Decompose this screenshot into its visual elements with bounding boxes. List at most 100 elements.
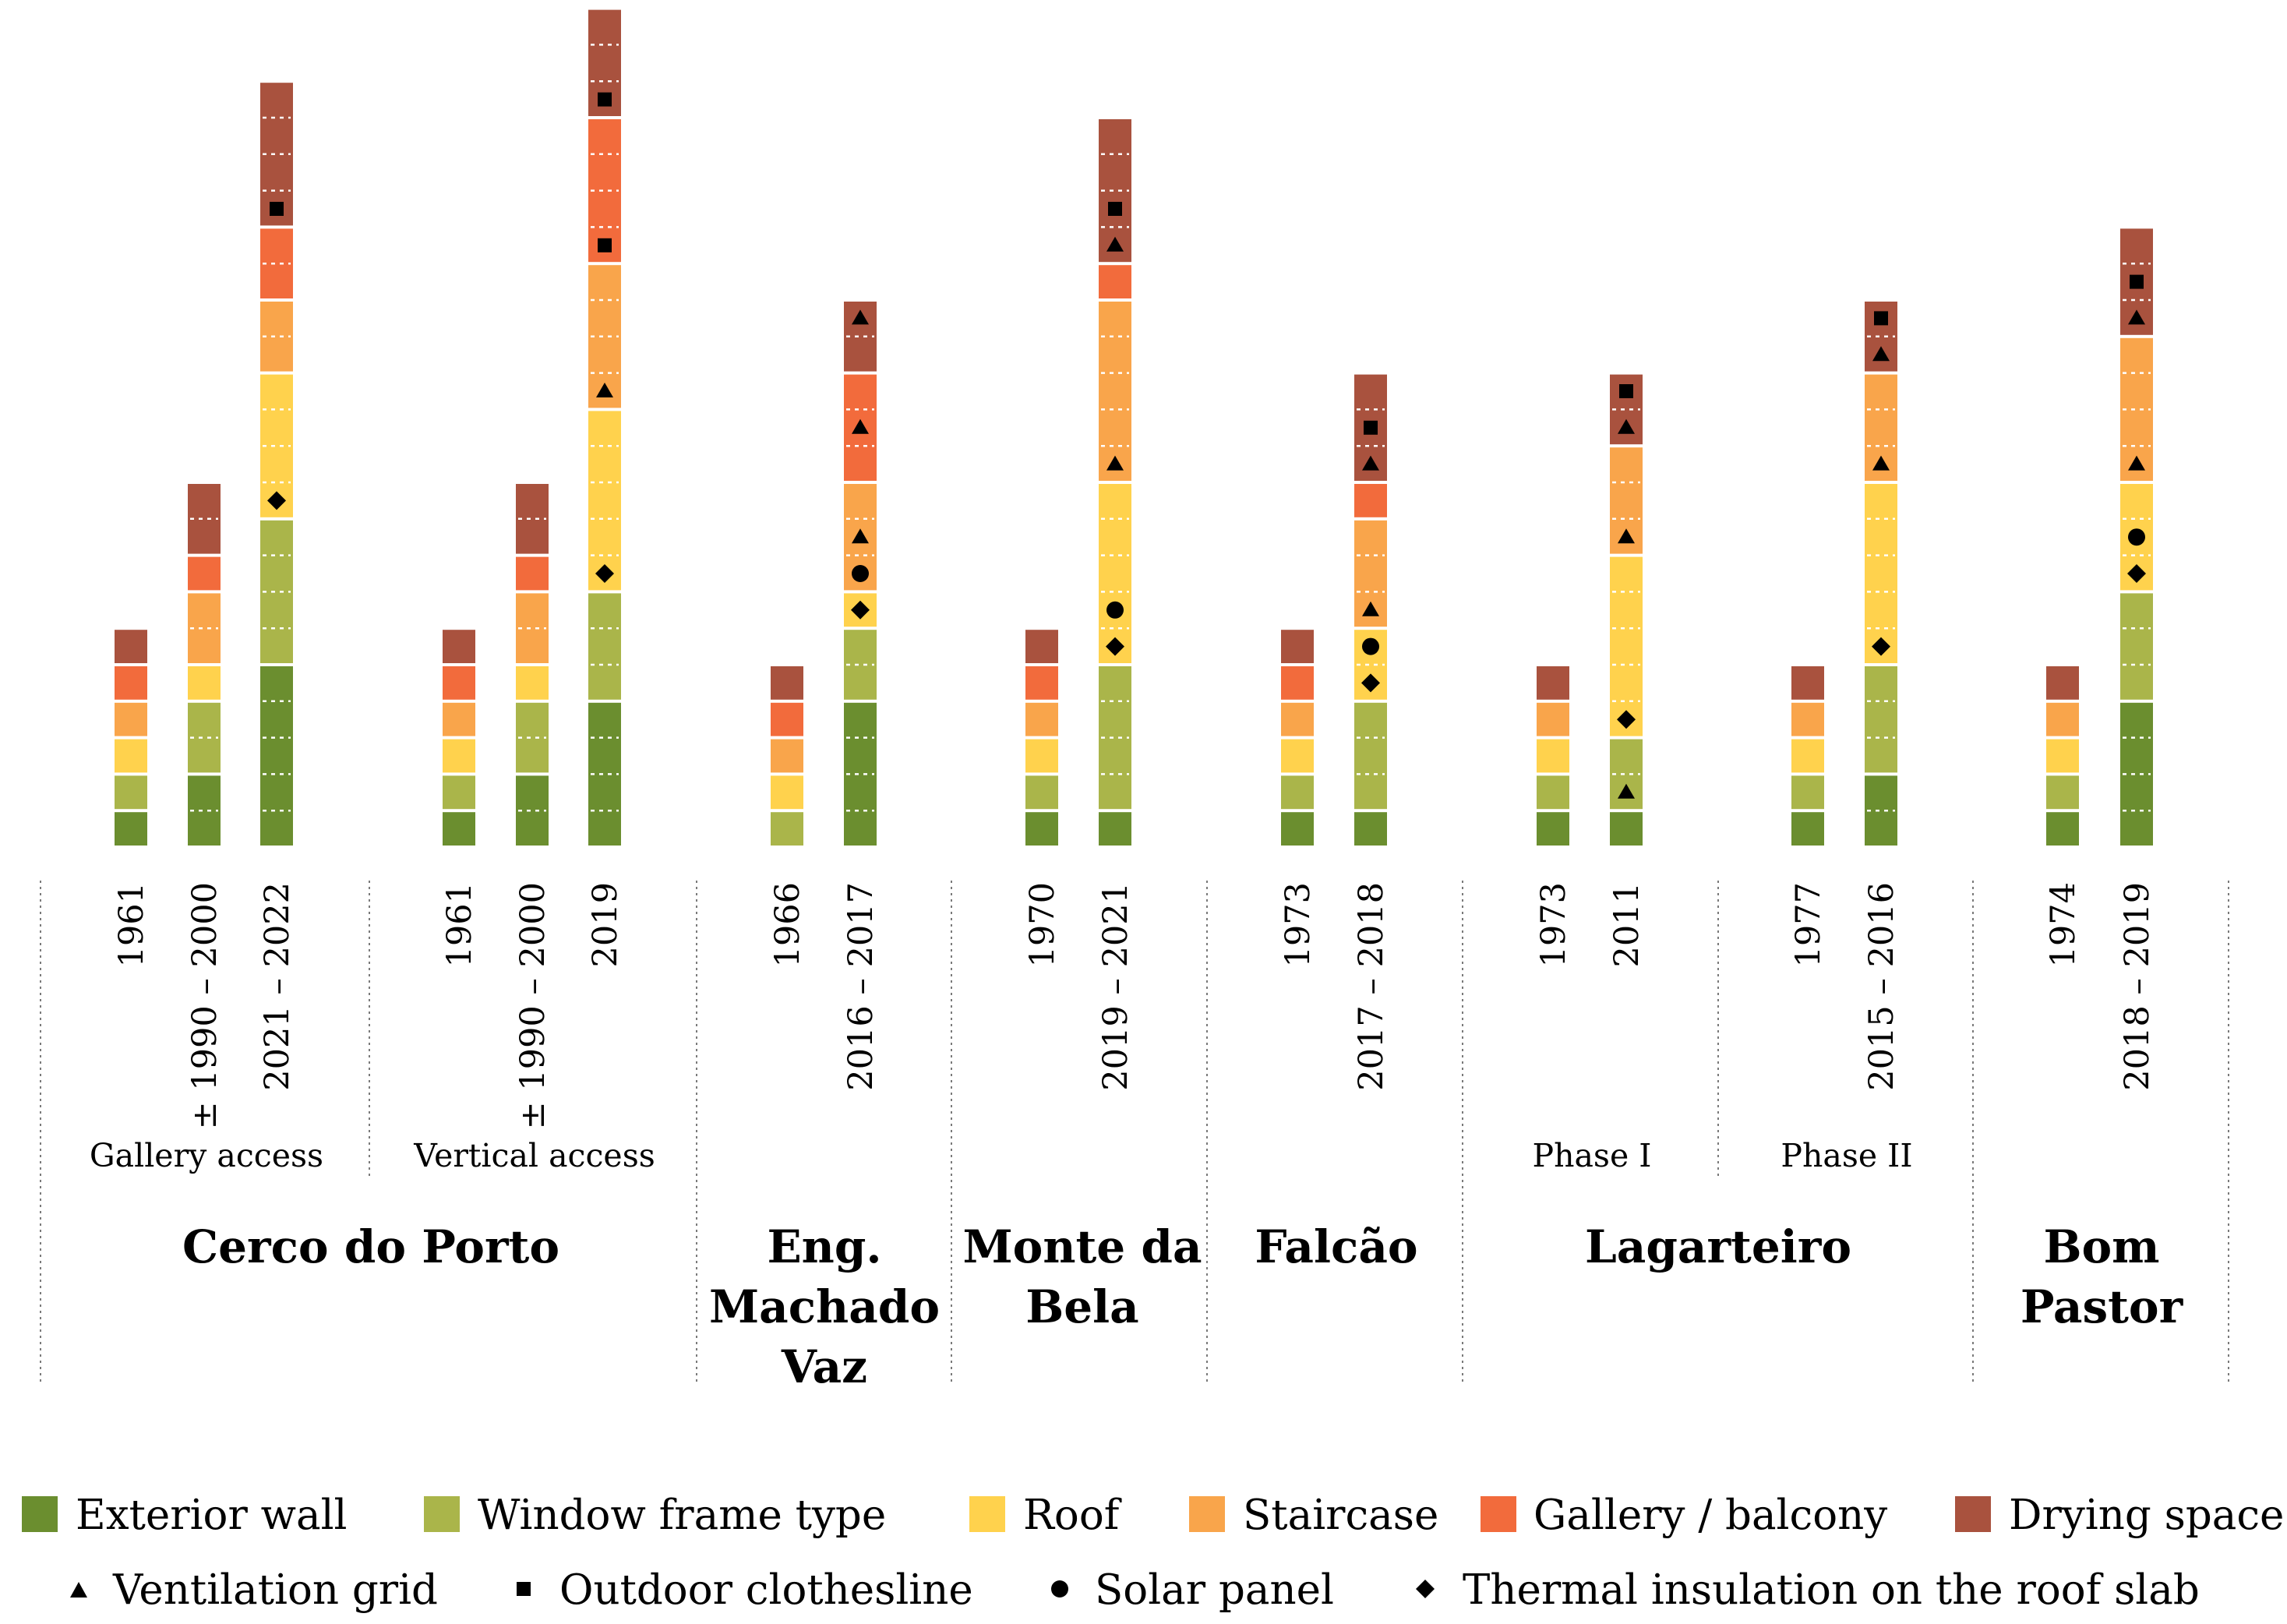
bar-13-segment-exterior-wall: [1537, 812, 1569, 846]
bar-6-marker-1-diamond-icon: [595, 564, 614, 583]
x-label-bar-18: 2018 – 2019: [2118, 882, 2157, 1091]
bar-7-segment-roof: [771, 775, 803, 810]
bar-12-marker-3-triangle-icon: [1362, 601, 1379, 616]
bar-3-segment-exterior-wall: [260, 666, 293, 846]
bar-12-marker-5-square-icon: [1364, 420, 1378, 435]
legend-label-roof: Roof: [1023, 1492, 1122, 1539]
bar-10-marker-5-square-icon: [1108, 202, 1122, 216]
bar-17-segment-drying-space: [2046, 666, 2079, 700]
bar-9-segment-exterior-wall: [1025, 812, 1058, 846]
bar-7-segment-window-frame-type: [771, 812, 803, 846]
legend-label-staircase: Staircase: [1243, 1492, 1438, 1539]
bar-12-marker-2-circle-icon: [1362, 637, 1379, 655]
x-label-bar-1: 1961: [112, 882, 151, 967]
bar-18-marker-1-diamond-icon: [2127, 564, 2146, 583]
bar-16-marker-3-triangle-icon: [1872, 346, 1890, 362]
group-label-falcao: Falcão: [1255, 1220, 1417, 1273]
x-label-bar-17: 1974: [2044, 882, 2083, 967]
bar-14-marker-3-triangle-icon: [1618, 528, 1635, 544]
bar-10-marker-2-circle-icon: [1106, 601, 1124, 619]
bar-12-segment-window-frame-type: [1354, 702, 1387, 810]
bar-8-marker-3-triangle-icon: [852, 528, 869, 544]
legend-label-exterior-wall: Exterior wall: [76, 1492, 348, 1539]
bar-14-marker-2-diamond-icon: [1617, 710, 1636, 729]
legend-swatch-gallery-balcony: [1481, 1496, 1516, 1532]
bar-16-segment-roof: [1865, 484, 1897, 663]
x-label-bar-6: 2019: [586, 882, 625, 967]
x-label-bar-11: 1973: [1279, 882, 1318, 967]
legend-label-ventilation-grid: Ventilation grid: [112, 1566, 438, 1614]
x-label-bar-8: 2016 – 2017: [842, 882, 881, 1091]
bar-14-marker-5-square-icon: [1619, 384, 1633, 398]
bar-12-segment-gallery-balcony: [1354, 484, 1387, 517]
bar-8-marker-5-triangle-icon: [852, 309, 869, 325]
x-label-bar-12: 2017 – 2018: [1352, 882, 1391, 1091]
group-label-bom-pastor-line-2: Pastor: [2021, 1280, 2184, 1333]
x-label-bar-3: 2021 – 2022: [258, 882, 297, 1091]
bar-17-segment-staircase: [2046, 702, 2079, 736]
bar-6-marker-4-square-icon: [598, 92, 612, 107]
bar-11-segment-roof: [1281, 739, 1314, 773]
subgroup-label-phase-1: Phase I: [1533, 1137, 1652, 1174]
bar-4-segment-staircase: [443, 702, 475, 736]
bar-1-segment-staircase: [115, 702, 147, 736]
group-labels: Cerco do Porto Eng. Machado Vaz Monte da…: [182, 1220, 2184, 1393]
legend: Exterior wall Window frame type Roof Sta…: [22, 1492, 2284, 1614]
bar-8-marker-1-diamond-icon: [851, 600, 870, 620]
legend-diamond-icon: [1416, 1580, 1435, 1598]
subgroup-label-gallery-access: Gallery access: [90, 1137, 323, 1174]
bar-1-segment-roof: [115, 739, 147, 773]
bar-4-segment-gallery-balcony: [443, 666, 475, 700]
group-label-machado-vaz-line-1: Eng.: [767, 1220, 881, 1273]
legend-swatch-window-frame-type: [424, 1496, 460, 1532]
x-label-bar-10: 2019 – 2021: [1096, 882, 1135, 1091]
bar-9-segment-staircase: [1025, 702, 1058, 736]
bar-10-segment-roof: [1099, 484, 1131, 663]
markers-layer: [267, 92, 2146, 799]
bar-1-segment-exterior-wall: [115, 812, 147, 846]
group-label-cerco-do-porto: Cerco do Porto: [182, 1220, 559, 1273]
legend-label-window-frame-type: Window frame type: [478, 1492, 886, 1539]
bar-8-marker-2-circle-icon: [852, 565, 869, 582]
bar-13-segment-staircase: [1537, 702, 1569, 736]
bar-16-marker-1-diamond-icon: [1872, 637, 1890, 656]
bar-15-segment-roof: [1791, 739, 1824, 773]
x-label-bar-4: 1961: [440, 882, 479, 967]
group-label-machado-vaz-line-3: Vaz: [781, 1340, 867, 1393]
bar-4-segment-window-frame-type: [443, 775, 475, 810]
bar-9-segment-gallery-balcony: [1025, 666, 1058, 700]
bar-18-marker-4-triangle-icon: [2128, 309, 2145, 325]
bar-16-marker-4-square-icon: [1874, 311, 1888, 326]
bar-13-segment-window-frame-type: [1537, 775, 1569, 810]
bar-11-segment-staircase: [1281, 702, 1314, 736]
bar-4-segment-exterior-wall: [443, 812, 475, 846]
bar-18-marker-2-circle-icon: [2128, 528, 2145, 546]
bar-9-segment-window-frame-type: [1025, 775, 1058, 810]
bar-14-segment-exterior-wall: [1610, 812, 1643, 846]
bar-5-segment-gallery-balcony: [516, 556, 549, 591]
group-label-bom-pastor-line-1: Bom: [2043, 1220, 2159, 1273]
group-label-monte-da-bela-line-1: Monte da: [962, 1220, 1202, 1273]
bar-4-segment-drying-space: [443, 630, 475, 663]
x-label-bar-9: 1970: [1023, 882, 1062, 967]
bar-10-segment-staircase: [1099, 302, 1131, 481]
bar-6-marker-2-triangle-icon: [596, 383, 613, 397]
x-axis-labels: 1961 ± 1990 – 2000 2021 – 2022 1961 ± 1990 –…: [112, 882, 2157, 1129]
legend-triangle-icon: [70, 1582, 87, 1598]
bar-5-segment-roof: [516, 666, 549, 700]
group-label-monte-da-bela-line-2: Bela: [1025, 1280, 1139, 1333]
bar-18-segment-window-frame-type: [2120, 593, 2153, 700]
bar-11-segment-exterior-wall: [1281, 812, 1314, 846]
bar-11-segment-drying-space: [1281, 630, 1314, 663]
legend-swatch-exterior-wall: [22, 1496, 58, 1532]
bar-6-segment-window-frame-type: [588, 593, 621, 700]
bar-14-segment-roof: [1610, 556, 1643, 736]
x-label-bar-16: 2015 – 2016: [1862, 882, 1901, 1091]
bar-7-segment-staircase: [771, 739, 803, 773]
bar-17-segment-exterior-wall: [2046, 812, 2079, 846]
bar-17-segment-window-frame-type: [2046, 775, 2079, 810]
bar-1-segment-drying-space: [115, 630, 147, 663]
bar-8-marker-4-triangle-icon: [852, 418, 869, 434]
bar-2-segment-roof: [188, 666, 221, 700]
